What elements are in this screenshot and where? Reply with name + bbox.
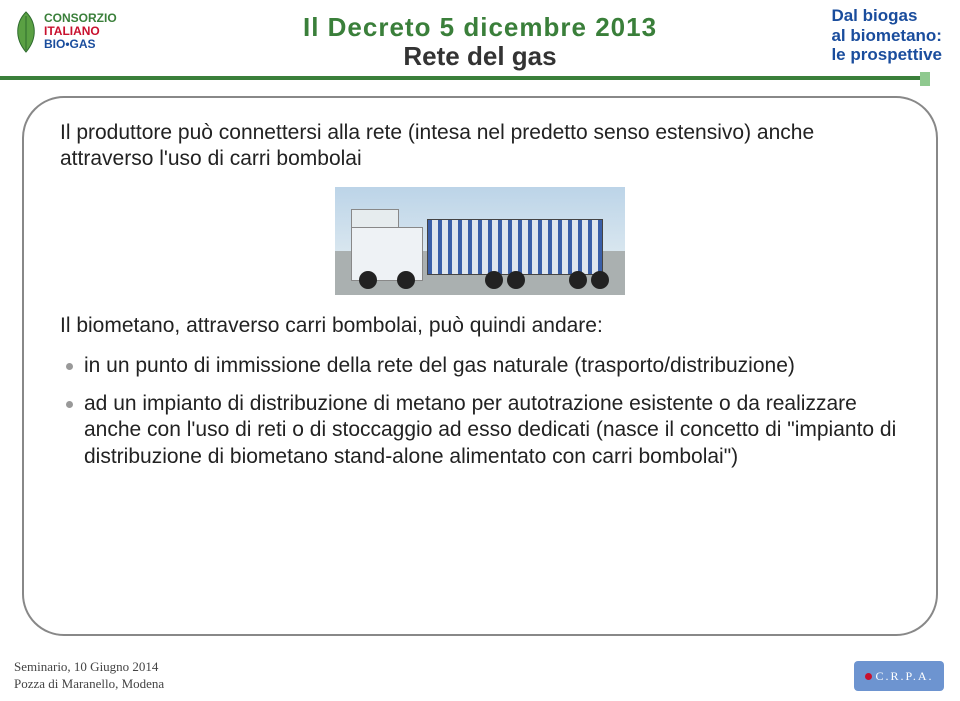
slide-title-2: Rete del gas: [20, 41, 940, 72]
crpa-logo-text: C.R.P.A.: [875, 669, 933, 684]
corner-line-3: le prospettive: [831, 45, 942, 65]
slide-title-1: Il Decreto 5 dicembre 2013: [20, 12, 940, 43]
corner-line-2: al biometano:: [831, 26, 942, 46]
header-divider-bar: [0, 76, 920, 80]
logo-dot-icon: [865, 673, 872, 680]
footer-line-1: Seminario, 10 Giugno 2014: [14, 658, 164, 676]
paragraph-2: Il biometano, attraverso carri bombolai,…: [60, 313, 900, 339]
truck-illustration: [335, 187, 625, 295]
list-item: in un punto di immissione della rete del…: [62, 353, 900, 379]
consorzio-logo: CONSORZIO ITALIANO BIO•GAS: [12, 8, 152, 68]
crpa-logo: C.R.P.A.: [854, 661, 944, 691]
corner-line-1: Dal biogas: [831, 6, 942, 26]
logo-text: CONSORZIO ITALIANO BIO•GAS: [44, 12, 117, 52]
corner-label: Dal biogas al biometano: le prospettive: [831, 6, 942, 65]
header-divider-end: [920, 72, 930, 86]
slide-header: CONSORZIO ITALIANO BIO•GAS Il Decreto 5 …: [0, 0, 960, 80]
content-bubble: Il produttore può connettersi alla rete …: [22, 96, 938, 636]
footer-left: Seminario, 10 Giugno 2014 Pozza di Maran…: [14, 658, 164, 693]
bullet-list: in un punto di immissione della rete del…: [62, 353, 900, 470]
paragraph-1: Il produttore può connettersi alla rete …: [60, 120, 900, 173]
logo-line-3: BIO•GAS: [44, 38, 117, 51]
footer-line-2: Pozza di Maranello, Modena: [14, 675, 164, 693]
title-block: Il Decreto 5 dicembre 2013 Rete del gas: [20, 10, 940, 72]
leaf-icon: [12, 10, 40, 54]
list-item: ad un impianto di distribuzione di metan…: [62, 391, 900, 470]
